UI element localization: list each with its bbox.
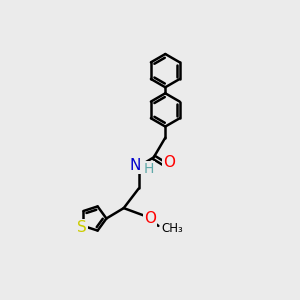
Text: H: H [143, 162, 154, 176]
Text: CH₃: CH₃ [161, 222, 183, 235]
Text: O: O [144, 212, 156, 226]
Text: S: S [77, 220, 87, 235]
Text: N: N [130, 158, 141, 173]
Text: O: O [163, 155, 175, 170]
